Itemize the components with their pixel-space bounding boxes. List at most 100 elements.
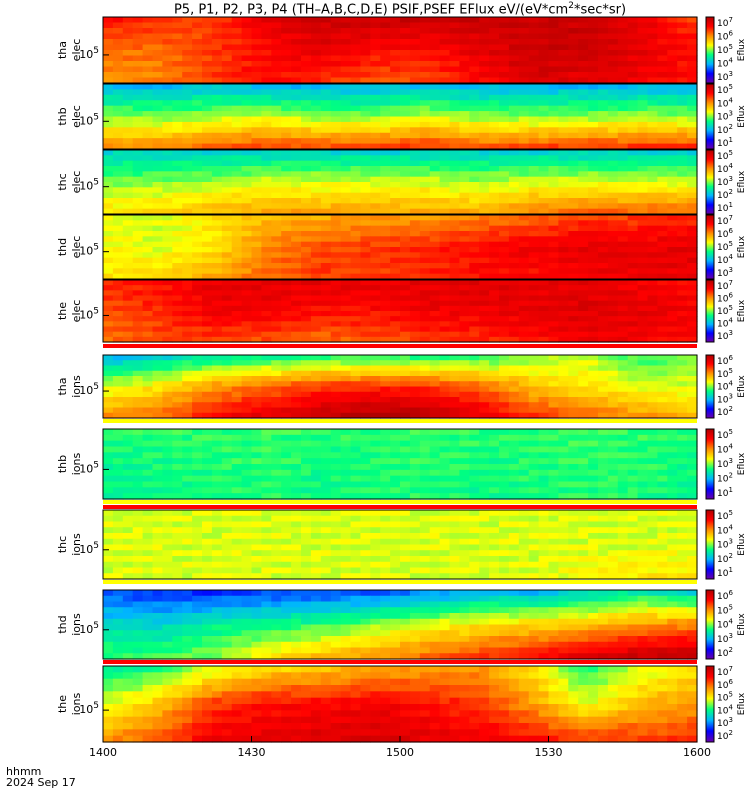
heatmap-cell	[459, 440, 470, 448]
heatmap-cell	[241, 33, 253, 40]
heatmap-cell	[607, 105, 619, 112]
heatmap-cell	[617, 263, 629, 269]
heatmap-cell	[330, 72, 342, 79]
heatmap-cell	[281, 50, 292, 57]
heatmap-cell	[607, 241, 619, 248]
heatmap-cell	[370, 386, 381, 393]
heatmap-cell	[627, 316, 639, 322]
heatmap-cell	[617, 143, 629, 150]
heatmap-cell	[439, 434, 451, 442]
heatmap-cell	[221, 28, 233, 35]
heatmap-cell	[103, 61, 114, 68]
heatmap-cell	[538, 132, 550, 139]
heatmap-cell	[627, 155, 639, 162]
heatmap-cell	[271, 94, 282, 101]
heatmap-cell	[172, 391, 183, 398]
heatmap-cell	[499, 326, 510, 333]
heatmap-cell	[558, 50, 569, 57]
heatmap-cell	[390, 132, 401, 139]
heatmap-cell	[271, 215, 282, 221]
heatmap-cell	[449, 89, 460, 96]
heatmap-cell	[340, 295, 352, 302]
heatmap-cell	[192, 397, 203, 403]
heatmap-cell	[172, 257, 183, 264]
heatmap-cell	[320, 331, 332, 338]
heatmap-cell	[598, 370, 609, 377]
heatmap-cell	[687, 458, 698, 465]
heatmap-cell	[449, 273, 460, 280]
heatmap-cell	[291, 326, 302, 333]
heatmap-cell	[607, 331, 619, 338]
heatmap-cell	[429, 326, 441, 333]
heatmap-cell	[558, 143, 569, 150]
heatmap-cell	[588, 33, 599, 40]
heatmap-cell	[637, 290, 649, 297]
heatmap-cell	[409, 138, 421, 145]
heatmap-cell	[330, 171, 342, 178]
heatmap-cell	[192, 231, 203, 237]
heatmap-cell	[301, 94, 312, 101]
heatmap-cell	[142, 44, 154, 51]
heatmap-cell	[400, 370, 411, 377]
heatmap-cell	[429, 215, 441, 221]
heatmap-cell	[122, 331, 134, 338]
heatmap-cell	[429, 166, 441, 172]
heatmap-cell	[211, 28, 223, 35]
heatmap-cell	[320, 187, 332, 194]
heatmap-cell	[172, 203, 183, 210]
heatmap-cell	[112, 440, 124, 448]
heatmap-cell	[112, 236, 124, 243]
heatmap-cell	[231, 316, 243, 322]
heatmap-cell	[568, 182, 579, 188]
heatmap-cell	[469, 326, 480, 333]
heatmap-cell	[271, 268, 282, 275]
heatmap-cell	[390, 77, 401, 84]
heatmap-cell	[261, 365, 272, 372]
heatmap-cell	[281, 386, 292, 393]
heatmap-cell	[380, 100, 391, 107]
heatmap-cell	[499, 446, 510, 453]
heatmap-cell	[439, 391, 451, 398]
heatmap-cell	[607, 150, 619, 156]
heatmap-cell	[231, 77, 243, 84]
heatmap-cell	[370, 469, 381, 477]
heatmap-cell	[568, 55, 579, 62]
heatmap-cell	[281, 231, 292, 237]
heatmap-cell	[637, 273, 649, 280]
heatmap-cell	[231, 84, 243, 91]
heatmap-cell	[380, 187, 391, 194]
heatmap-cell	[647, 208, 658, 215]
heatmap-cell	[370, 176, 381, 183]
heatmap-cell	[687, 66, 698, 73]
heatmap-cell	[202, 412, 213, 419]
colorbar-tick-label: 102	[717, 123, 733, 136]
heatmap-cell	[588, 446, 599, 453]
heatmap-cell	[578, 273, 589, 280]
heatmap-cell	[320, 105, 332, 112]
heatmap-cell	[667, 370, 678, 377]
heatmap-cell	[390, 127, 401, 134]
heatmap-cell	[231, 257, 243, 264]
heatmap-cell	[439, 220, 451, 227]
heatmap-cell	[548, 407, 559, 414]
heatmap-cell	[152, 481, 163, 488]
heatmap-cell	[677, 268, 688, 275]
heatmap-cell	[281, 290, 292, 297]
heatmap-cell	[667, 143, 678, 150]
heatmap-cell	[142, 100, 154, 107]
heatmap-cell	[518, 290, 530, 297]
heatmap-cell	[291, 111, 302, 118]
heatmap-cell	[370, 326, 381, 333]
heatmap-cell	[192, 355, 203, 361]
heatmap-cell	[360, 464, 371, 471]
heatmap-cell	[548, 257, 559, 264]
heatmap-cell	[479, 132, 490, 139]
heatmap-cell	[211, 220, 223, 227]
heatmap-cell	[429, 241, 441, 248]
heatmap-cell	[390, 440, 401, 448]
heatmap-cell	[152, 66, 163, 73]
heatmap-cell	[132, 121, 144, 128]
heatmap-cell	[518, 84, 530, 91]
heatmap-cell	[637, 295, 649, 302]
heatmap-cell	[459, 316, 470, 322]
